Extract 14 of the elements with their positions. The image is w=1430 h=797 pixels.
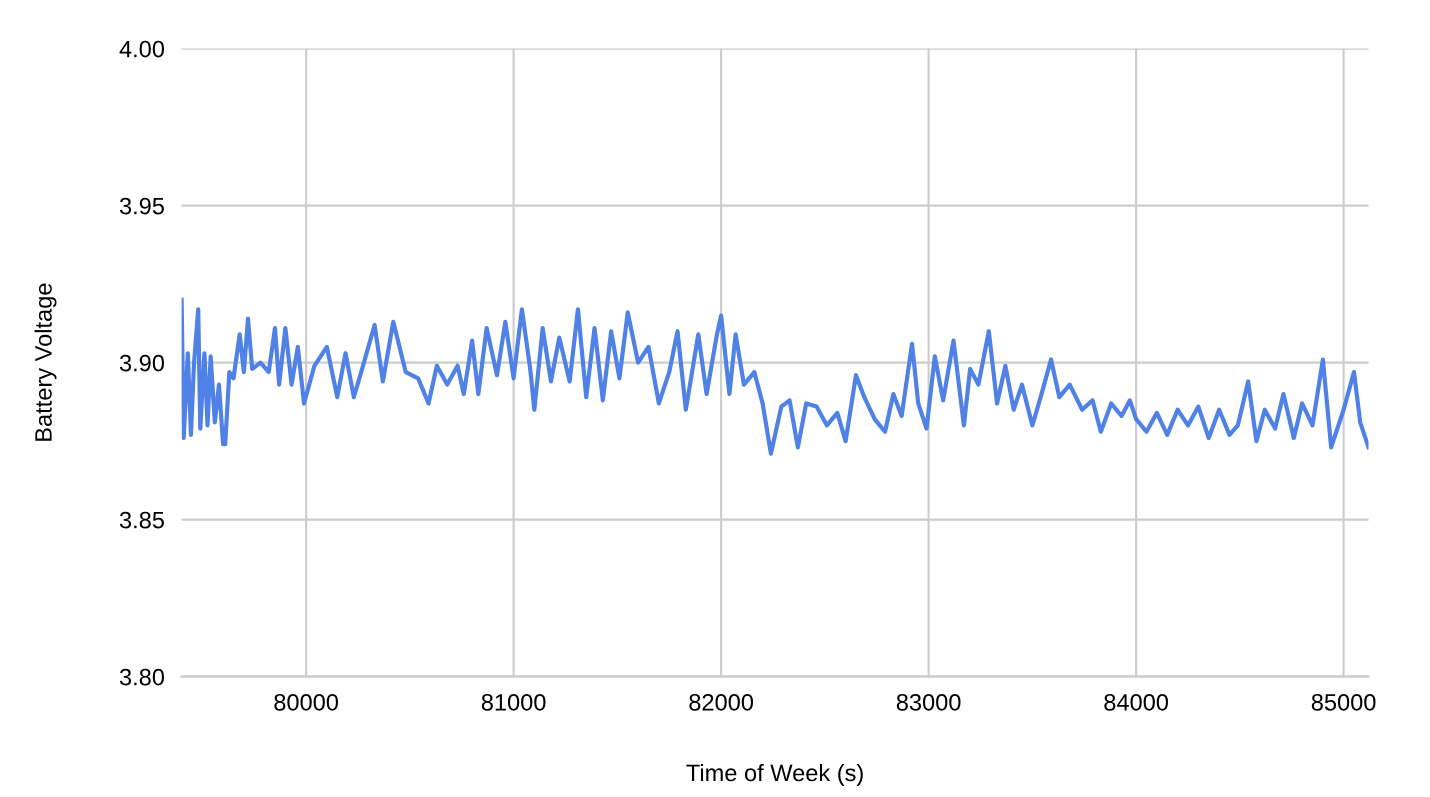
y-tick-label: 3.90 <box>119 354 165 372</box>
y-tick-label: 3.95 <box>119 197 164 215</box>
y-tick-label: 3.80 <box>119 668 165 686</box>
x-tick-label: 80000 <box>274 693 339 711</box>
x-tick-label: 84000 <box>1104 693 1169 711</box>
y-tick-label: 4.00 <box>119 40 165 58</box>
x-tick-label: 83000 <box>896 693 961 711</box>
x-tick-label: 85000 <box>1311 693 1376 711</box>
y-tick-label: 3.85 <box>119 511 164 529</box>
y-axis-title: Battery Voltage <box>34 283 57 441</box>
x-tick-label: 82000 <box>689 693 754 711</box>
line-series <box>181 297 1369 456</box>
x-tick-label: 81000 <box>481 693 546 711</box>
x-axis-title: Time of Week (s) <box>686 763 863 786</box>
